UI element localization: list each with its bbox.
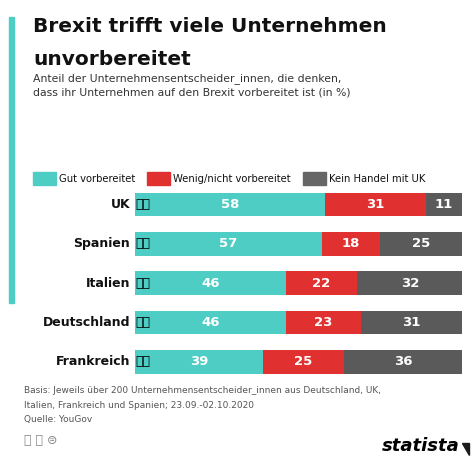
Bar	[325, 193, 426, 216]
Text: Basis: Jeweils über 200 Unternehmensentscheider_innen aus Deutschland, UK,: Basis: Jeweils über 200 Unternehmensents…	[24, 386, 381, 395]
Text: 46: 46	[201, 277, 219, 290]
Bar	[135, 193, 325, 216]
Text: 39: 39	[190, 356, 208, 368]
Text: Ⓒ ⓘ ⊜: Ⓒ ⓘ ⊜	[24, 434, 57, 447]
Text: 🇫🇷: 🇫🇷	[135, 356, 150, 368]
Text: 22: 22	[312, 277, 331, 290]
Bar	[321, 232, 380, 255]
Bar	[285, 272, 357, 295]
Bar	[357, 272, 462, 295]
Text: 58: 58	[221, 198, 239, 211]
Text: 31: 31	[402, 316, 420, 329]
Text: Gut vorbereitet: Gut vorbereitet	[59, 173, 136, 184]
Text: Italien, Frankreich und Spanien; 23.09.-02.10.2020: Italien, Frankreich und Spanien; 23.09.-…	[24, 401, 254, 410]
Text: 🇬🇧: 🇬🇧	[135, 198, 150, 211]
Text: Wenig/nicht vorbereitet: Wenig/nicht vorbereitet	[173, 173, 291, 184]
Text: 18: 18	[342, 237, 360, 250]
Bar	[135, 272, 285, 295]
Text: Spanien: Spanien	[73, 237, 130, 250]
Text: Anteil der Unternehmensentscheider_innen, die denken,
dass ihr Unternehmen auf d: Anteil der Unternehmensentscheider_innen…	[33, 73, 351, 98]
Text: 25: 25	[294, 356, 313, 368]
Bar	[361, 311, 462, 334]
Text: 57: 57	[219, 237, 237, 250]
Text: Italien: Italien	[86, 277, 130, 290]
Bar	[135, 311, 285, 334]
Bar	[135, 232, 321, 255]
Bar	[426, 193, 462, 216]
Text: 🇩🇪: 🇩🇪	[135, 316, 150, 329]
Text: Frankreich: Frankreich	[56, 356, 130, 368]
Text: Quelle: YouGov: Quelle: YouGov	[24, 415, 92, 424]
Bar	[285, 311, 361, 334]
Text: Brexit trifft viele Unternehmen: Brexit trifft viele Unternehmen	[33, 17, 387, 36]
Text: 🇪🇸: 🇪🇸	[135, 237, 150, 250]
Text: 31: 31	[366, 198, 385, 211]
Bar	[380, 232, 462, 255]
Text: 32: 32	[401, 277, 419, 290]
Text: 36: 36	[394, 356, 412, 368]
Text: 🇮🇹: 🇮🇹	[135, 277, 150, 290]
Text: Kein Handel mit UK: Kein Handel mit UK	[329, 173, 426, 184]
Text: 11: 11	[435, 198, 453, 211]
Text: 23: 23	[314, 316, 332, 329]
Text: Deutschland: Deutschland	[43, 316, 130, 329]
Text: UK: UK	[111, 198, 130, 211]
Bar	[345, 350, 462, 374]
Text: 46: 46	[201, 316, 219, 329]
Bar	[135, 350, 263, 374]
Text: unvorbereitet: unvorbereitet	[33, 50, 191, 69]
Text: statista: statista	[382, 437, 460, 455]
Bar	[263, 350, 345, 374]
Text: 25: 25	[412, 237, 430, 250]
